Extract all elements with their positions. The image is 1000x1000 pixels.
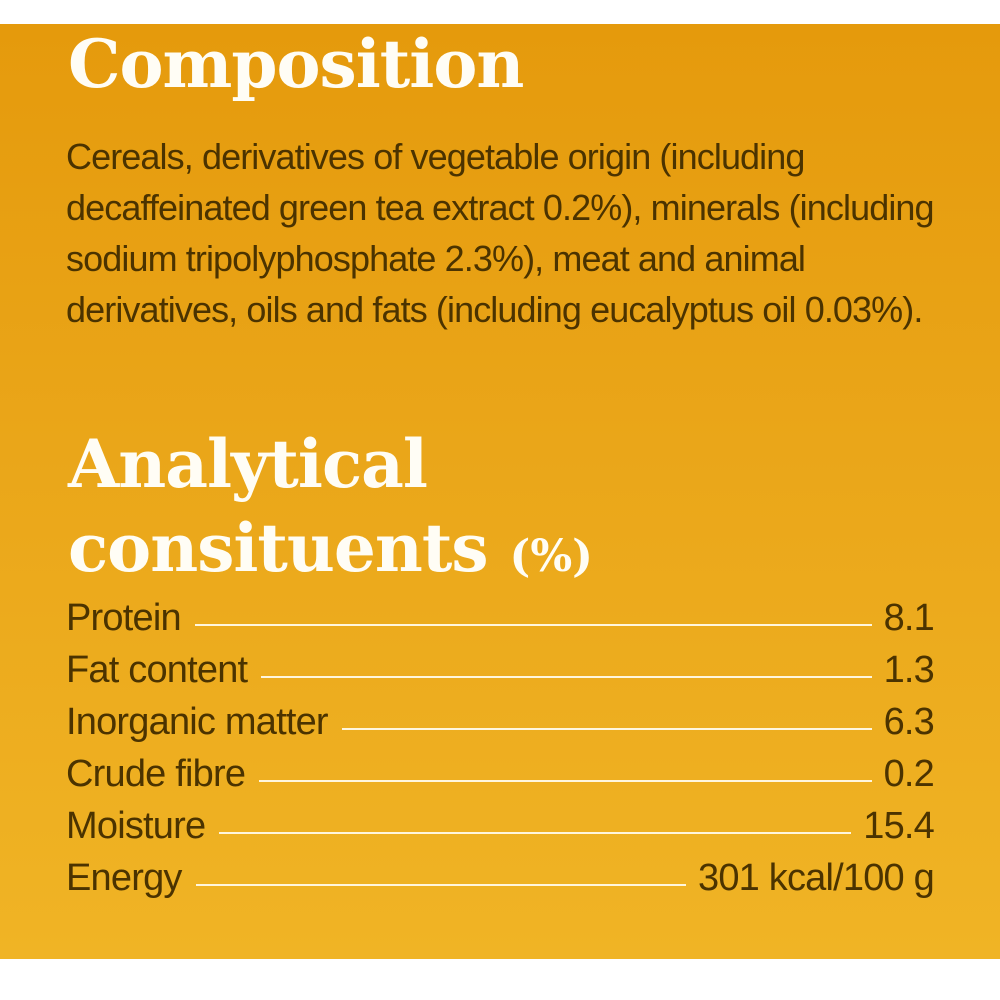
row-label: Energy — [66, 857, 182, 899]
row-value: 0.2 — [883, 753, 935, 795]
row-value: 301 kcal/100 g — [698, 857, 935, 899]
leader-line — [261, 676, 872, 678]
row-label: Crude fibre — [66, 753, 246, 795]
leader-line — [259, 780, 872, 782]
leader-line — [194, 624, 872, 626]
analytical-table: Protein 8.1 Fat content 1.3 Inorganic ma… — [66, 592, 935, 904]
leader-line — [195, 884, 686, 886]
row-label: Fat content — [66, 649, 248, 691]
row-value: 8.1 — [883, 597, 935, 639]
leader-line — [341, 728, 872, 730]
row-value: 15.4 — [863, 805, 935, 847]
analytical-heading: Analytical consituents (%) — [68, 422, 593, 599]
analytical-heading-line1: Analytical — [68, 425, 428, 503]
table-row-fat-content: Fat content 1.3 — [66, 644, 935, 696]
table-row-protein: Protein 8.1 — [66, 592, 935, 644]
row-label: Moisture — [66, 805, 206, 847]
leader-line — [219, 832, 852, 834]
table-row-inorganic-matter: Inorganic matter 6.3 — [66, 696, 935, 748]
table-row-energy: Energy 301 kcal/100 g — [66, 852, 935, 904]
row-label: Inorganic matter — [66, 701, 329, 743]
analytical-unit: (%) — [509, 531, 593, 582]
analytical-heading-line2: consituents — [68, 509, 489, 587]
row-value: 1.3 — [883, 649, 935, 691]
table-row-crude-fibre: Crude fibre 0.2 — [66, 748, 935, 800]
row-label: Protein — [66, 597, 182, 639]
composition-heading: Composition — [68, 25, 524, 103]
composition-text: Cereals, derivatives of vegetable origin… — [66, 136, 935, 330]
row-value: 6.3 — [883, 701, 935, 743]
nutrition-panel: Composition Cereals, derivatives of vege… — [0, 24, 1000, 959]
table-row-moisture: Moisture 15.4 — [66, 800, 935, 852]
